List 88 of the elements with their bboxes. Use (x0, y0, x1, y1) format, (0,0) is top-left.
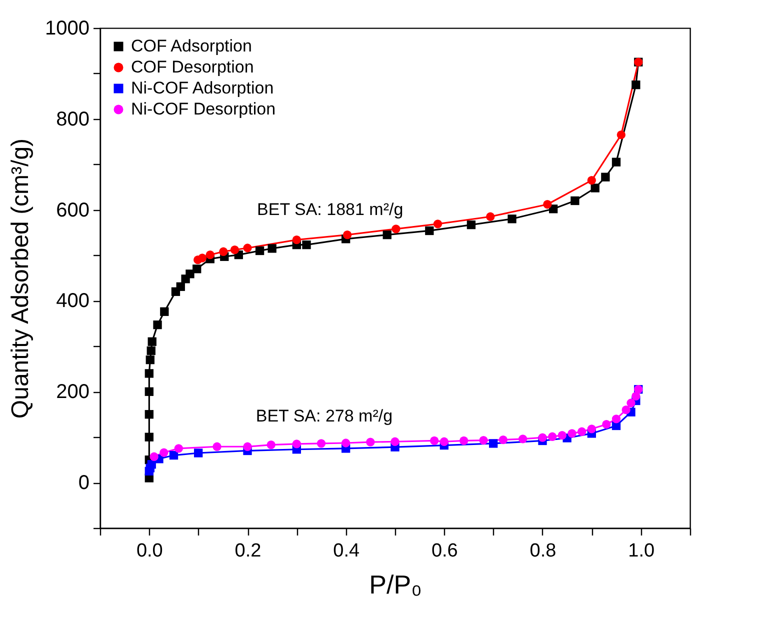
point (342, 438, 350, 448)
point (192, 264, 202, 274)
point (212, 442, 222, 451)
point (316, 439, 326, 448)
point (440, 437, 448, 446)
point (302, 240, 311, 250)
point (632, 80, 640, 90)
point (144, 432, 154, 442)
point (479, 436, 488, 445)
point (518, 434, 528, 444)
point (153, 320, 162, 330)
point (508, 214, 516, 224)
point (292, 235, 301, 244)
point (382, 230, 392, 240)
point (144, 387, 154, 396)
point (144, 410, 154, 419)
x-tick-label: 0.4 (333, 540, 360, 562)
point (425, 226, 434, 236)
point (194, 448, 203, 458)
y-tick-label: 600 (56, 199, 90, 222)
point (578, 427, 586, 436)
point (612, 158, 621, 166)
point (186, 270, 194, 278)
point (390, 437, 400, 446)
point (243, 244, 252, 252)
x-tick-label: 0.6 (431, 540, 458, 562)
point (169, 450, 178, 460)
point (489, 439, 498, 448)
x-tick-label: 0.2 (234, 540, 262, 562)
point (292, 440, 301, 448)
point (602, 420, 611, 429)
point (486, 212, 495, 221)
point (466, 220, 476, 230)
point (570, 196, 580, 206)
point (268, 244, 276, 253)
point (219, 247, 228, 256)
point (460, 436, 468, 446)
legend-label: Ni-COF Adsorption (131, 78, 274, 98)
point (543, 200, 552, 209)
x-axis-title: P/P₀ (369, 570, 422, 600)
point (548, 432, 557, 441)
point (266, 440, 276, 450)
point (230, 245, 240, 254)
y-tick-label: 800 (56, 108, 90, 130)
y-tick-label: 0 (78, 472, 90, 494)
point (146, 355, 154, 364)
point (626, 398, 636, 408)
point (430, 436, 439, 446)
y-tick-label: 200 (56, 381, 90, 404)
point (616, 130, 626, 140)
point (601, 172, 610, 182)
point (433, 220, 442, 228)
point (148, 337, 156, 346)
point (176, 282, 185, 291)
x-tick-label: 0.8 (530, 540, 556, 562)
x-tick-label: 1.0 (628, 540, 655, 562)
point (160, 307, 169, 316)
point (243, 442, 252, 451)
legend-label: Ni-COF Desorption (131, 100, 276, 118)
point (146, 346, 156, 356)
point (194, 255, 202, 264)
point (144, 369, 154, 378)
point (558, 430, 566, 440)
point (612, 414, 621, 424)
point (255, 246, 264, 256)
point (498, 435, 508, 444)
y-tick-label: 400 (56, 290, 90, 312)
point (160, 448, 168, 457)
legend-label: COF Adsorption (131, 36, 252, 56)
point (590, 184, 600, 192)
point (568, 429, 576, 438)
annotation: BET SA: 1881 m²/g (257, 200, 404, 219)
point (538, 433, 547, 442)
point (150, 452, 158, 461)
y-tick-label: 1000 (45, 18, 90, 40)
point (587, 176, 596, 185)
annotation: BET SA: 278 m²/g (256, 406, 393, 426)
x-tick-label: 0.0 (136, 540, 163, 562)
legend-label: COF Desorption (131, 58, 254, 76)
point (366, 438, 375, 446)
point (632, 392, 640, 401)
point (622, 405, 630, 414)
point (206, 250, 214, 260)
y-axis-title: Quantity Adsorbed (cm³/g) (7, 138, 34, 419)
point (342, 230, 352, 240)
point (392, 224, 400, 234)
point (174, 444, 183, 453)
point (587, 424, 596, 434)
